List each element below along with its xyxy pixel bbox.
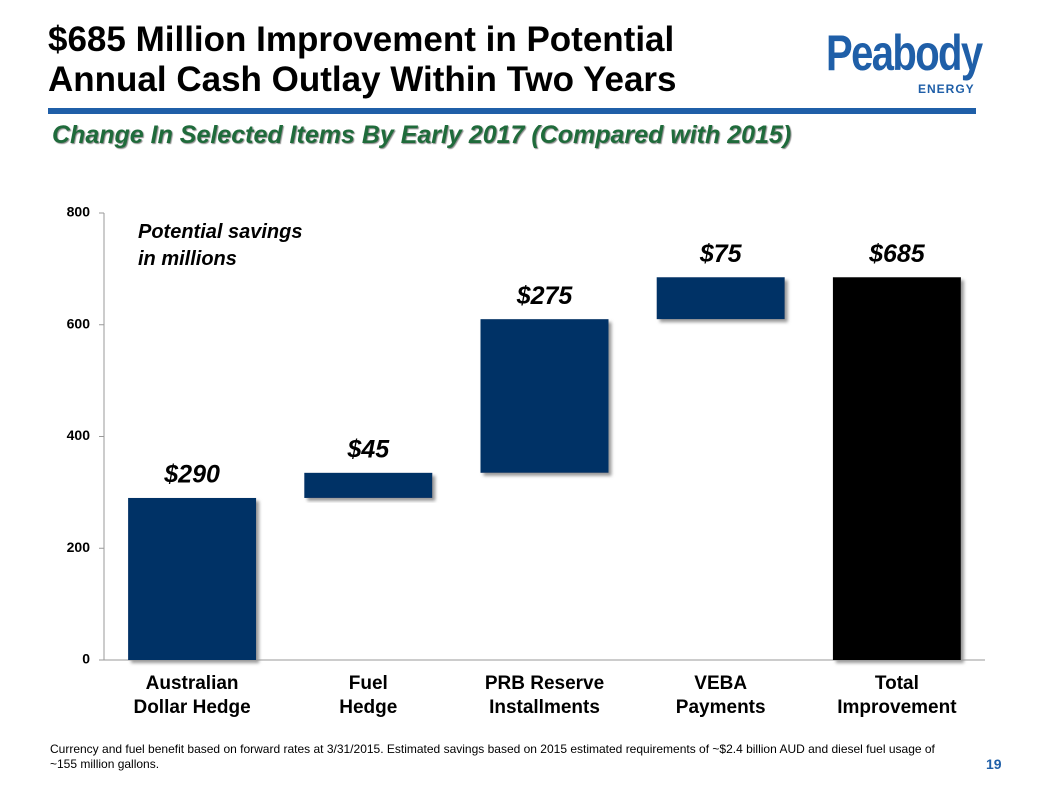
footnote: Currency and fuel benefit based on forwa… [50,742,935,771]
annotation: Potential savings in millions [138,221,303,270]
y-tick-label: 0 [82,651,90,667]
logo-tag: ENERGY [918,82,975,96]
y-tick-label: 200 [67,539,91,555]
bar [832,277,961,660]
bar [128,497,257,660]
value-label: $275 [516,282,574,310]
subtitle: Change In Selected Items By Early 2017 (… [52,121,792,149]
value-label: $685 [868,240,926,268]
value-label: $75 [699,240,743,268]
y-tick-label: 400 [67,427,91,443]
value-label: $290 [163,461,220,489]
bar [480,319,609,473]
bar [656,277,785,320]
bar [304,472,433,498]
value-label: $45 [346,435,390,463]
x-tick-label: Australian Dollar Hedge [133,673,251,718]
slide-title: $685 Million Improvement in Potential An… [48,20,677,99]
y-tick-label: 600 [67,315,91,331]
page-number: 19 [986,756,1002,772]
y-tick-label: 800 [67,204,91,220]
x-tick-label: Total Improvement [837,673,957,718]
header-rule [48,108,976,114]
x-tick-label: PRB Reserve Installments [484,673,605,718]
x-tick-label: Fuel Hedge [339,673,398,718]
logo-name: Peabody [826,25,983,81]
x-tick-label: VEBA Payments [675,673,766,718]
